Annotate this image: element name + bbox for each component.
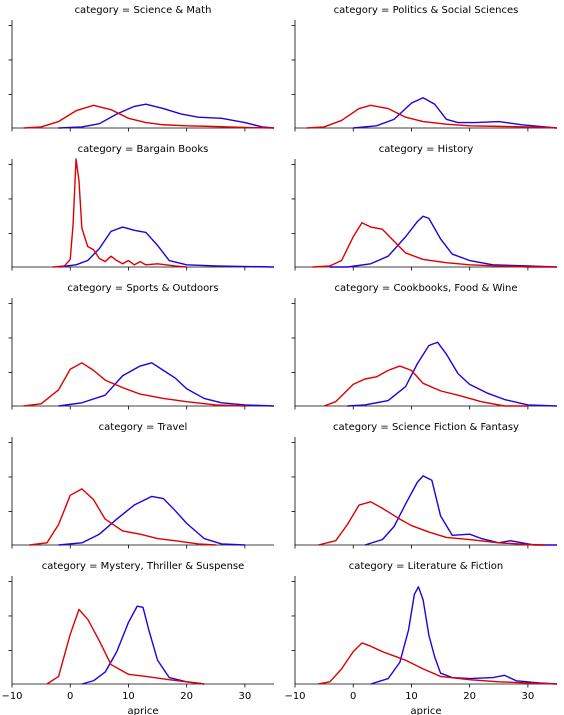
facet-title: category = Bargain Books xyxy=(78,144,209,155)
facet-title: category = Travel xyxy=(99,422,188,433)
blue-density-line xyxy=(58,495,245,546)
x-tick-label: 0 xyxy=(350,691,356,702)
x-axis-label: aprice xyxy=(127,706,158,715)
facet-title: category = Mystery, Thriller & Suspense xyxy=(42,561,245,572)
x-tick-label: 30 xyxy=(522,691,535,702)
blue-density-line xyxy=(364,475,557,546)
facet-title: category = History xyxy=(379,144,474,155)
blue-density-line xyxy=(81,605,205,685)
facet-title: category = Science & Math xyxy=(75,5,212,16)
blue-density-line xyxy=(58,362,275,407)
facet-panel: category = Politics & Social Sciences xyxy=(291,5,558,132)
facet-title: category = Cookbooks, Food & Wine xyxy=(335,283,518,294)
red-density-line xyxy=(318,642,558,685)
facet-panel: category = Science & Math xyxy=(8,5,275,132)
x-tick-label: 20 xyxy=(180,691,193,702)
x-tick-label: −10 xyxy=(1,691,22,702)
red-density-line xyxy=(29,488,216,546)
blue-density-line xyxy=(347,341,558,407)
red-density-line xyxy=(323,365,528,407)
facet-title: category = Literature & Fiction xyxy=(349,561,504,572)
red-density-line xyxy=(52,158,187,268)
red-density-line xyxy=(46,608,205,685)
facet-panel: category = History xyxy=(291,144,558,271)
x-tick-label: 10 xyxy=(405,691,418,702)
red-density-line xyxy=(23,362,245,407)
red-density-line xyxy=(23,104,275,129)
x-tick-label: 0 xyxy=(67,691,73,702)
facet-panel: category = Science Fiction & Fantasy xyxy=(291,422,557,549)
red-density-line xyxy=(312,222,557,268)
facet-title: category = Science Fiction & Fantasy xyxy=(333,422,519,433)
facet-panel: category = Cookbooks, Food & Wine xyxy=(291,283,558,410)
x-tick-label: 10 xyxy=(122,691,135,702)
red-density-line xyxy=(318,501,546,546)
x-tick-label: 20 xyxy=(463,691,476,702)
blue-density-line xyxy=(370,586,558,685)
blue-density-line xyxy=(58,103,275,129)
facet-panel: category = Travel xyxy=(8,422,274,549)
x-tick-label: −10 xyxy=(284,691,305,702)
x-tick-label: 30 xyxy=(239,691,252,702)
red-density-line xyxy=(306,104,558,129)
facet-panel: category = Literature & Fiction −10 0 10 20 3… xyxy=(284,561,558,715)
blue-density-line xyxy=(58,226,275,268)
facet-title: category = Sports & Outdoors xyxy=(67,283,218,294)
blue-density-line xyxy=(329,215,558,268)
facet-title: category = Politics & Social Sciences xyxy=(334,5,519,16)
x-axis-label: aprice xyxy=(410,706,441,715)
facet-panel: category = Bargain Books xyxy=(8,144,275,271)
facet-panel: category = Sports & Outdoors xyxy=(8,283,275,410)
facet-panel: category = Mystery, Thriller & Suspense −… xyxy=(1,561,274,715)
blue-density-line xyxy=(353,97,558,129)
